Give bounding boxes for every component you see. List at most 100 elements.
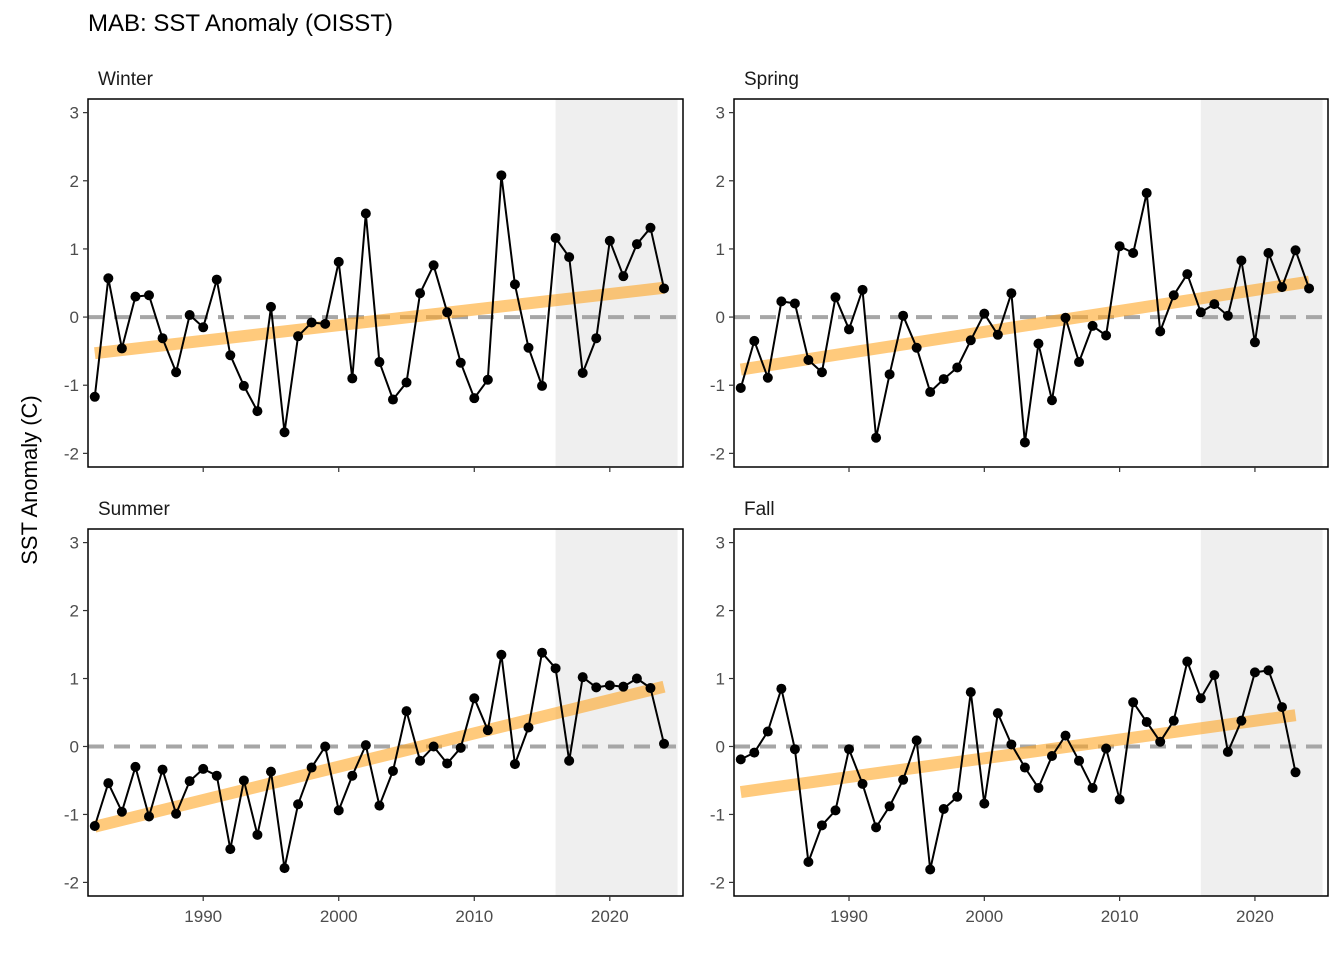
- plot-area: [734, 529, 1328, 896]
- data-point: [1128, 697, 1139, 708]
- panel-summer: Summer -2 -1 0 1 2 3 1990 2000 2010 2020: [64, 499, 684, 926]
- data-point: [631, 239, 642, 250]
- facet-label: Spring: [744, 69, 799, 90]
- data-point: [1087, 782, 1098, 793]
- data-point: [1155, 326, 1166, 337]
- y-tick-label: 1: [70, 670, 79, 689]
- data-point: [550, 663, 561, 674]
- data-point: [1249, 337, 1260, 348]
- y-tick-label: -1: [710, 376, 725, 395]
- data-point: [360, 740, 371, 751]
- data-point: [415, 755, 426, 766]
- data-point: [401, 706, 412, 717]
- data-point: [1290, 767, 1301, 778]
- data-point: [171, 808, 182, 819]
- data-point: [659, 283, 670, 294]
- data-point: [1209, 670, 1220, 681]
- data-point: [591, 333, 602, 344]
- data-point: [577, 672, 588, 683]
- data-point: [211, 274, 222, 285]
- facet-label: Winter: [98, 69, 154, 90]
- y-tick-label: 0: [716, 308, 725, 327]
- data-point: [157, 333, 168, 344]
- data-point: [550, 233, 561, 244]
- trend-line: [739, 275, 1310, 376]
- data-point: [844, 744, 855, 755]
- recent-period-shade: [1200, 529, 1323, 896]
- facet-label: Fall: [744, 499, 775, 520]
- data-point: [789, 744, 800, 755]
- data-point: [803, 857, 814, 868]
- data-point: [830, 805, 841, 816]
- data-point: [374, 357, 385, 368]
- data-point: [1141, 188, 1152, 199]
- data-point: [857, 284, 868, 295]
- data-point: [496, 649, 507, 660]
- data-point: [143, 811, 154, 822]
- data-point: [898, 774, 909, 785]
- data-point: [320, 318, 331, 329]
- data-point: [225, 844, 236, 855]
- data-point: [564, 252, 575, 263]
- data-point: [1222, 310, 1233, 321]
- data-point: [143, 290, 154, 301]
- data-point: [171, 367, 182, 378]
- data-point: [604, 680, 615, 691]
- data-point: [1087, 320, 1098, 331]
- data-point: [844, 324, 855, 335]
- facet-label: Summer: [98, 499, 170, 520]
- panel-fall: Fall -2 -1 0 1 2 3 1990 2000 2010 2020: [710, 499, 1329, 926]
- panel-spring: Spring -2 -1 0 1 2 3: [710, 69, 1329, 472]
- data-point: [1155, 736, 1166, 747]
- data-point: [1236, 255, 1247, 266]
- data-point: [1195, 307, 1206, 318]
- data-point: [523, 722, 534, 733]
- x-tick-label: 1990: [830, 907, 868, 926]
- data-point: [992, 708, 1003, 719]
- plot-area: [88, 99, 683, 467]
- data-point: [816, 367, 827, 378]
- panel-border: [733, 528, 1329, 897]
- data-point: [1114, 241, 1125, 252]
- plot-area: [734, 99, 1328, 467]
- data-point: [238, 775, 249, 786]
- data-point: [1304, 283, 1315, 294]
- data-point: [347, 373, 358, 384]
- y-tick-label: -2: [64, 873, 79, 892]
- data-point: [577, 367, 588, 378]
- data-point: [428, 260, 439, 271]
- data-point: [1168, 290, 1179, 301]
- y-tick-label: 1: [716, 670, 725, 689]
- data-point: [198, 322, 209, 333]
- y-tick-label: -2: [64, 444, 79, 463]
- y-tick-label: -1: [710, 805, 725, 824]
- data-point: [1141, 717, 1152, 728]
- data-point: [1276, 282, 1287, 293]
- data-point: [1046, 395, 1057, 406]
- data-point: [1114, 794, 1125, 805]
- data-point: [776, 296, 787, 307]
- data-point: [509, 279, 520, 290]
- y-tick-label: 1: [70, 240, 79, 259]
- data-point: [965, 335, 976, 346]
- data-point: [157, 764, 168, 775]
- data-point: [911, 342, 922, 353]
- y-tick-label: 2: [70, 172, 79, 191]
- data-point: [1182, 656, 1193, 667]
- data-point: [1074, 755, 1085, 766]
- data-point: [925, 387, 936, 398]
- data-point: [911, 735, 922, 746]
- trend-line: [739, 709, 1297, 798]
- data-point: [455, 357, 466, 368]
- data-point: [279, 863, 290, 874]
- panel-border: [87, 528, 684, 897]
- data-point: [333, 256, 344, 267]
- data-point: [415, 288, 426, 299]
- data-point: [198, 763, 209, 774]
- data-point: [89, 820, 100, 831]
- data-point: [130, 291, 141, 302]
- data-point: [762, 372, 773, 383]
- data-point: [871, 432, 882, 443]
- y-tick-label: 2: [716, 172, 725, 191]
- data-point: [776, 683, 787, 694]
